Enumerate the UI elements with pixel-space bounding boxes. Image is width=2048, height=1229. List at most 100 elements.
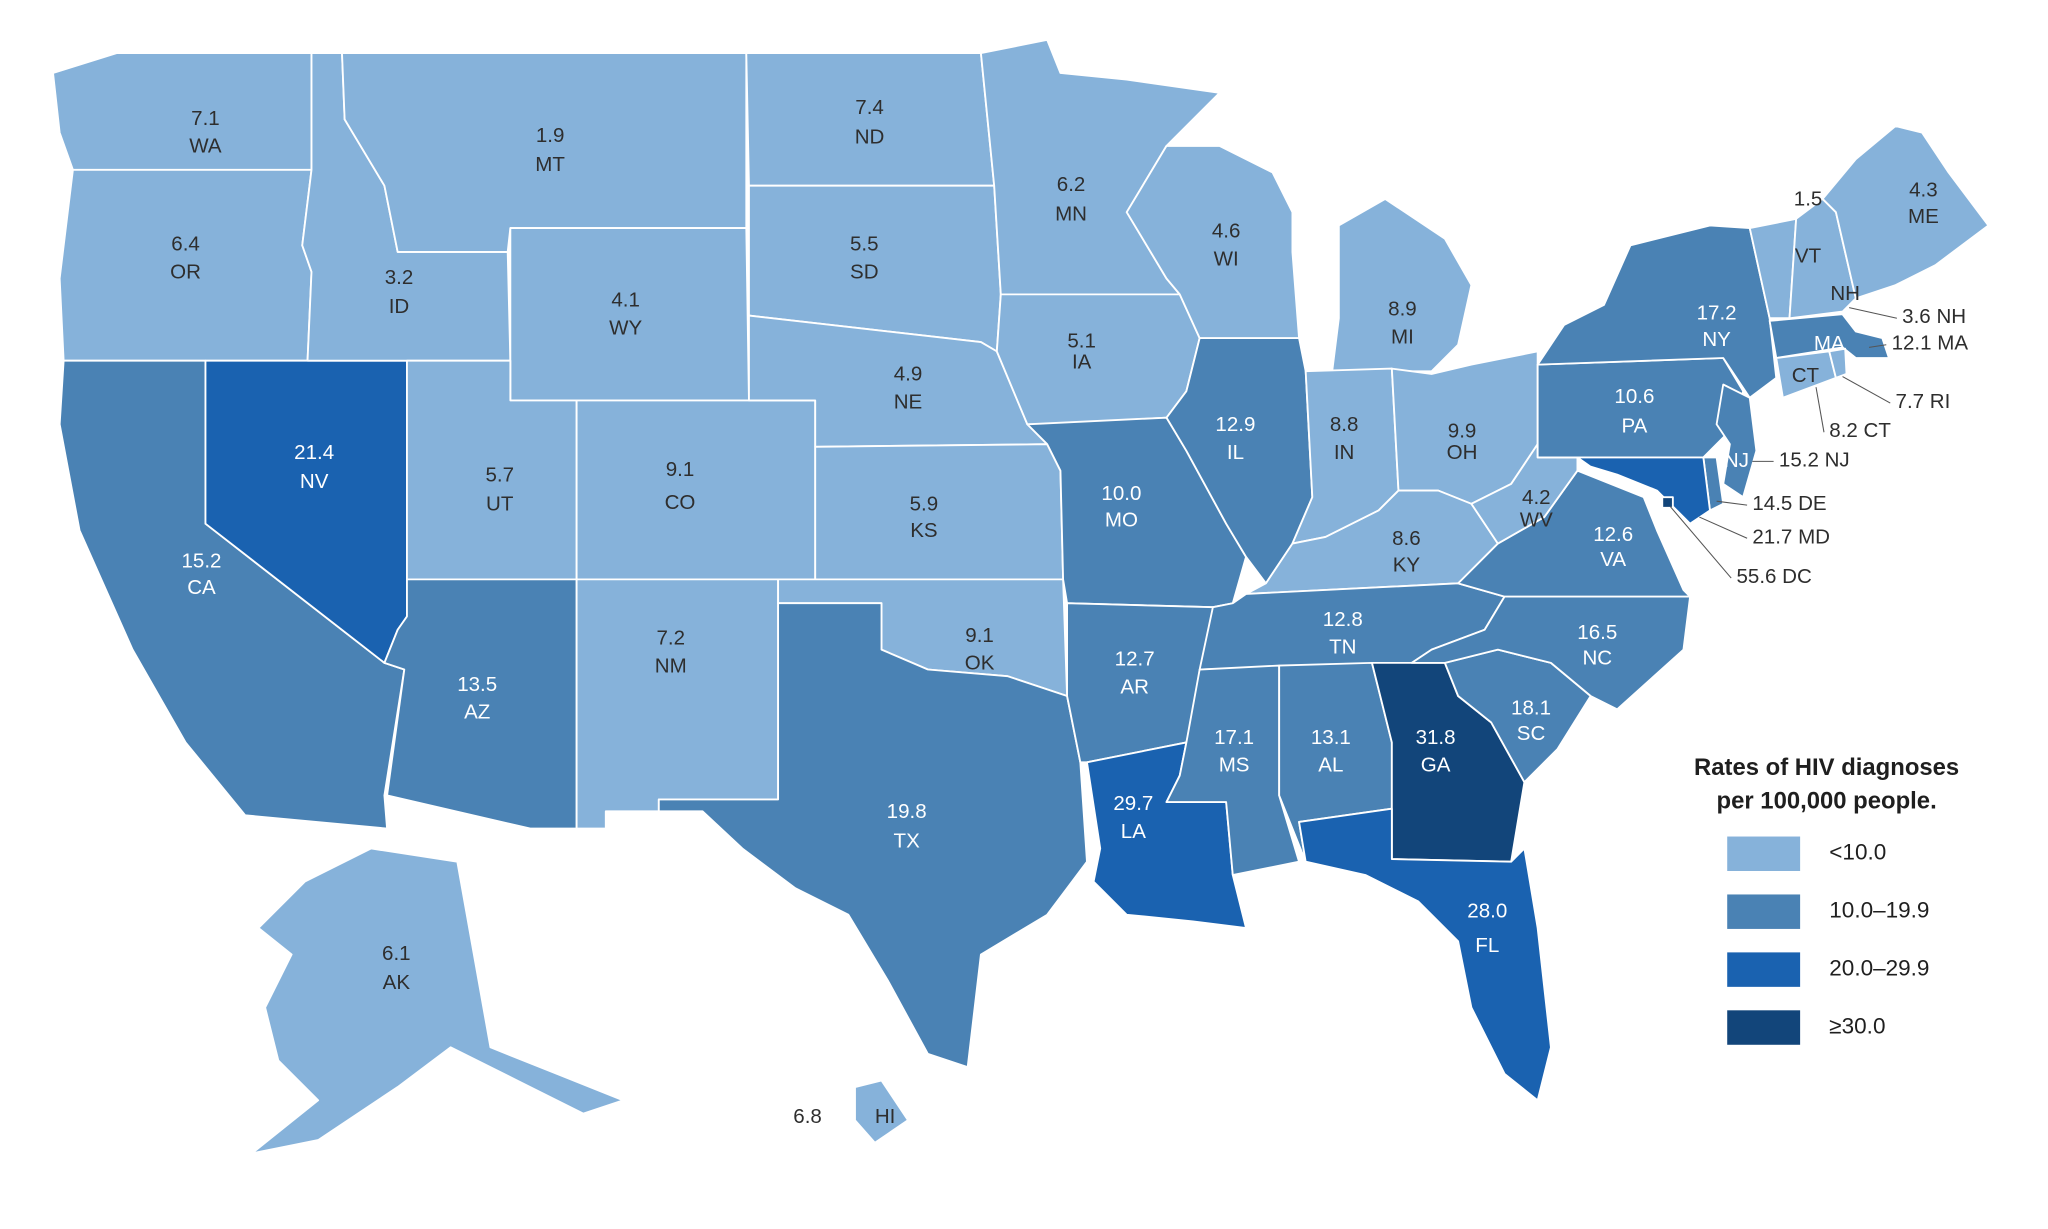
callout-label: 21.7 MD [1752, 526, 1830, 549]
legend-label: 10.0–19.9 [1829, 898, 1929, 923]
value-label: 15.2 [1779, 449, 1819, 472]
labels: 7.1 WA 6.4 OR 15.2 CA 21.4 NV 3.2 ID 1.9 MT 4.1 WY 5.7… [170, 96, 1968, 1128]
value-label: 10.6 [1614, 385, 1654, 408]
state [995, 293, 1201, 426]
state [1715, 383, 1758, 499]
state-abbr: DE [1798, 493, 1827, 516]
legend-title: per 100,000 people. [1717, 787, 1937, 814]
value-label: 9.9 [1448, 420, 1477, 443]
value-label: 29.7 [1113, 792, 1153, 815]
value-label: 31.8 [1416, 726, 1456, 749]
value-label: 5.1 [1067, 330, 1096, 353]
state-abbr: ND [855, 125, 885, 148]
state-abbr: VA [1600, 548, 1626, 571]
state-abbr: TX [894, 829, 921, 852]
state-abbr: CA [187, 576, 216, 599]
state-abbr: LA [1121, 820, 1146, 843]
state [1821, 125, 1990, 300]
value-label: 21.4 [294, 441, 334, 464]
state-abbr: IA [1072, 351, 1092, 374]
state [1125, 144, 1300, 340]
state-abbr: SD [850, 261, 879, 284]
state-abbr: CO [665, 491, 696, 514]
state-abbr: NJ [1724, 449, 1749, 472]
value-label: 3.2 [385, 266, 414, 289]
value-label: 1.9 [536, 124, 565, 147]
value-label: 4.3 [1909, 178, 1938, 201]
state-abbr: KY [1393, 554, 1421, 577]
state-abbr: WA [189, 135, 222, 158]
callout-label: 55.6 DC [1736, 565, 1812, 588]
value-label: 8.9 [1388, 298, 1417, 321]
value-label: 9.1 [666, 458, 695, 481]
state [657, 602, 1088, 1069]
state-abbr: AR [1120, 675, 1149, 698]
state-abbr: AZ [464, 701, 490, 724]
value-label: 4.6 [1212, 219, 1241, 242]
state-abbr: IL [1227, 441, 1244, 464]
value-label: 10.0 [1101, 482, 1141, 505]
callout-label: 8.2 CT [1829, 420, 1891, 443]
value-label: 4.2 [1522, 486, 1551, 509]
legend-label: <10.0 [1829, 840, 1886, 865]
value-label: 5.7 [485, 463, 514, 486]
value-label: 16.5 [1577, 621, 1617, 644]
state-abbr: MO [1105, 508, 1138, 531]
state-abbr: NC [1582, 646, 1612, 669]
state-abbr: MT [535, 153, 565, 176]
state-abbr: GA [1421, 754, 1451, 777]
state-abbr: RI [1930, 390, 1951, 413]
state-abbr: NY [1702, 328, 1731, 351]
state-abbr: WI [1214, 247, 1239, 270]
state-abbr: WY [609, 316, 642, 339]
value-label: 7.7 [1896, 390, 1925, 413]
state-abbr: TN [1329, 636, 1356, 659]
value-label: 3.6 [1902, 306, 1931, 329]
value-label: 13.1 [1311, 726, 1351, 749]
value-label: 12.1 [1892, 332, 1932, 355]
legend-swatch [1727, 1010, 1801, 1045]
legend-swatch [1727, 952, 1801, 987]
value-label: 12.6 [1593, 523, 1633, 546]
value-label: 28.0 [1467, 900, 1507, 923]
state-abbr: AK [383, 971, 411, 994]
state [250, 847, 624, 1155]
state-abbr: UT [486, 493, 514, 516]
value-label: 8.8 [1330, 413, 1359, 436]
value-label: 4.9 [894, 363, 923, 386]
state [52, 52, 313, 174]
state-abbr: DC [1782, 565, 1812, 588]
state-abbr: NH [1936, 306, 1966, 329]
state-abbr: PA [1621, 414, 1647, 437]
value-label: 17.1 [1214, 726, 1254, 749]
state-abbr: NV [300, 470, 329, 493]
state-abbr: AL [1318, 754, 1343, 777]
value-label: 6.1 [382, 942, 411, 965]
state-abbr: NH [1830, 282, 1860, 305]
state [1331, 198, 1473, 373]
callout-label: 7.7 RI [1896, 390, 1951, 413]
state [1165, 337, 1314, 585]
state-abbr: NE [894, 390, 923, 413]
value-label: 6.2 [1057, 173, 1086, 196]
value-label: 9.1 [965, 624, 994, 647]
state [509, 227, 750, 402]
value-label: 12.9 [1215, 413, 1255, 436]
states [52, 38, 1990, 1155]
legend-swatch [1727, 894, 1801, 929]
state-abbr: OR [170, 261, 201, 284]
state-abbr: MA [1814, 332, 1845, 355]
value-label: 18.1 [1511, 697, 1551, 720]
state-abbr: MD [1798, 526, 1830, 549]
legend-label: ≥30.0 [1829, 1013, 1885, 1038]
state [1298, 807, 1552, 1102]
state [1661, 496, 1674, 509]
state-abbr: VT [1795, 245, 1822, 268]
state-abbr: CT [1792, 364, 1820, 387]
state-abbr: IN [1334, 441, 1355, 464]
value-label: 7.4 [855, 96, 884, 119]
value-label: 7.1 [191, 107, 220, 130]
state-abbr: MN [1055, 202, 1087, 225]
leader-line [1669, 506, 1732, 579]
